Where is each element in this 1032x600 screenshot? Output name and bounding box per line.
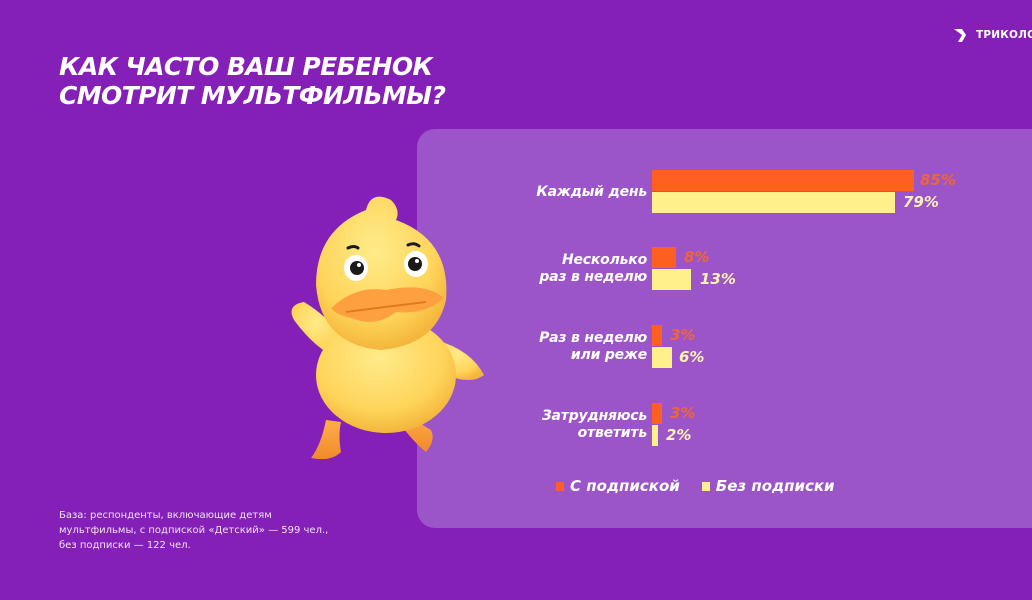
value-without-subscription: 2% — [666, 426, 692, 444]
bar-with-subscription — [652, 170, 914, 191]
value-without-subscription: 6% — [679, 348, 705, 366]
row-label: Затрудняюсь ответить — [541, 408, 647, 441]
value-with-subscription: 8% — [684, 248, 710, 266]
legend-swatch-yellow — [701, 481, 710, 491]
row-label: Каждый день — [536, 183, 647, 200]
bar-with-subscription — [652, 403, 662, 424]
value-with-subscription: 85% — [920, 171, 956, 189]
footnote: База: респонденты, включающие детям муль… — [59, 510, 329, 551]
value-without-subscription: 13% — [700, 270, 736, 288]
bar-with-subscription — [652, 325, 662, 346]
chart-row-hard-to-answer: Затрудняюсь ответить 3% 2% — [417, 403, 1032, 447]
legend-item-with-subscription: С подпиской — [556, 477, 680, 495]
bar-without-subscription — [652, 425, 658, 446]
value-with-subscription: 3% — [670, 326, 696, 344]
duck-mascot-illustration — [291, 196, 484, 460]
title-line-1: Как часто ваш ребенок — [59, 52, 433, 81]
chart-row-once-a-week-or-less: Раз в неделю или реже 3% 6% — [417, 325, 1032, 369]
title-line-2: смотрит мультфильмы? — [59, 81, 446, 110]
logo-text: ТРИКОЛОР — [976, 29, 1032, 41]
legend-swatch-orange — [556, 481, 564, 491]
chart-row-several-times-week: Несколько раз в неделю 8% 13% — [417, 247, 1032, 291]
legend-label: Без подписки — [715, 477, 835, 495]
bar-with-subscription — [652, 247, 676, 268]
value-without-subscription: 79% — [903, 193, 939, 211]
bar-without-subscription — [652, 192, 895, 213]
chart-row-every-day: Каждый день 85% 79% — [417, 170, 1032, 214]
legend-label: С подпиской — [570, 477, 680, 495]
tricolor-arrow-icon — [954, 29, 966, 42]
page-title: Как часто ваш ребенок смотрит мультфильм… — [59, 52, 479, 110]
bar-without-subscription — [652, 269, 691, 290]
tricolor-logo: ТРИКОЛОР — [953, 25, 1032, 45]
value-with-subscription: 3% — [670, 404, 696, 422]
chart-legend: С подпиской Без подписки — [556, 477, 835, 495]
row-label: Раз в неделю или реже — [539, 330, 647, 363]
legend-item-without-subscription: Без подписки — [701, 477, 835, 495]
row-label: Несколько раз в неделю — [539, 252, 647, 285]
bar-without-subscription — [652, 347, 672, 368]
